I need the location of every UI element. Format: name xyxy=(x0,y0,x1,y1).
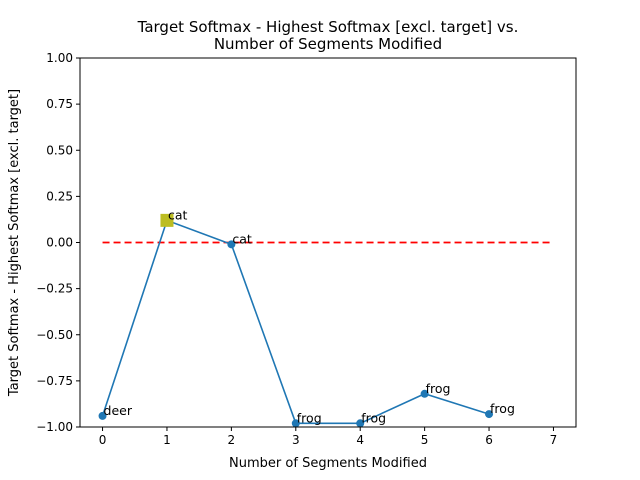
y-tick-label: 1.00 xyxy=(46,51,73,65)
x-axis: 0 1 2 3 4 5 6 7 xyxy=(99,427,558,447)
x-tick-label: 4 xyxy=(356,433,364,447)
x-tick-label: 2 xyxy=(228,433,236,447)
data-point xyxy=(485,410,494,419)
point-label: frog xyxy=(361,410,386,425)
data-point xyxy=(291,419,300,428)
y-tick-label: −0.25 xyxy=(36,282,73,296)
y-tick-label: −1.00 xyxy=(36,420,73,434)
x-tick-label: 1 xyxy=(163,433,171,447)
y-tick-label: −0.75 xyxy=(36,374,73,388)
y-axis: −1.00 −0.75 −0.50 −0.25 0.00 0.25 0.50 0.75 1.00 xyxy=(36,51,80,434)
chart-title-line1: Target Softmax - Highest Softmax [excl. … xyxy=(137,18,519,36)
x-tick-label: 6 xyxy=(485,433,493,447)
y-tick-label: 0.00 xyxy=(46,236,73,250)
data-point xyxy=(227,240,236,249)
point-label: frog xyxy=(490,401,515,416)
data-point xyxy=(98,411,107,420)
x-axis-label: Number of Segments Modified xyxy=(229,456,427,471)
data-point xyxy=(420,389,429,398)
point-label: cat xyxy=(168,207,188,222)
data-point xyxy=(356,419,365,428)
x-tick-label: 5 xyxy=(421,433,429,447)
y-tick-label: 0.50 xyxy=(46,143,73,157)
x-tick-label: 0 xyxy=(99,433,107,447)
highlight-marker xyxy=(160,213,174,227)
point-label: frog xyxy=(297,410,322,425)
y-tick-label: 0.25 xyxy=(46,189,73,203)
point-label: deer xyxy=(104,403,133,418)
plot-layer: deer cat cat frog frog frog frog xyxy=(98,207,554,428)
point-label: cat xyxy=(232,231,252,246)
chart-title-line2: Number of Segments Modified xyxy=(214,35,442,53)
point-label: frog xyxy=(426,381,451,396)
x-tick-label: 7 xyxy=(550,433,558,447)
y-axis-label: Target Softmax - Highest Softmax [excl. … xyxy=(7,89,22,397)
x-tick-label: 3 xyxy=(292,433,300,447)
y-tick-label: 0.75 xyxy=(46,97,73,111)
y-tick-label: −0.50 xyxy=(36,328,73,342)
